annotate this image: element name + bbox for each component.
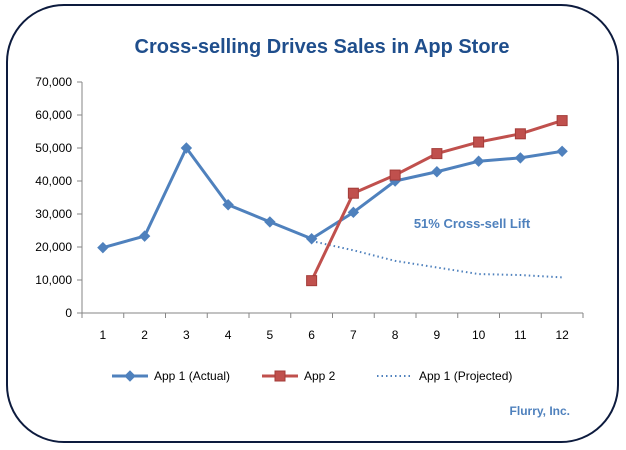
data-point (180, 142, 193, 154)
x-tick-label: 1 (100, 328, 107, 342)
x-tick-label: 10 (472, 328, 486, 342)
x-tick-label: 3 (183, 328, 190, 342)
x-tick-label: 8 (392, 328, 399, 342)
data-point (431, 148, 443, 160)
data-point (306, 275, 318, 287)
legend-label: App 1 (Projected) (419, 369, 512, 383)
data-point (514, 152, 527, 164)
y-tick-label: 30,000 (35, 207, 72, 221)
data-point (347, 187, 359, 199)
x-tick-label: 12 (555, 328, 569, 342)
data-point (473, 136, 485, 148)
x-tick-label: 4 (225, 328, 232, 342)
x-tick-label: 5 (267, 328, 274, 342)
data-point (389, 169, 401, 181)
plot-area: 0 10,000 20,000 30,000 40,000 50,000 60,000 70,… (35, 75, 584, 342)
y-tick-label: 10,000 (35, 273, 72, 287)
y-tick-label: 40,000 (35, 174, 72, 188)
y-tick-label: 50,000 (35, 141, 72, 155)
data-point (556, 145, 568, 158)
x-tick-label: 9 (434, 328, 441, 342)
legend: App 1 (Actual) App 2 App 1 (Projected) (112, 369, 512, 383)
data-point (556, 115, 568, 127)
data-point (222, 199, 234, 211)
cross-sell-lift-annotation: 51% Cross-sell Lift (414, 216, 531, 231)
y-tick-label: 0 (65, 306, 72, 320)
source-label: Flurry, Inc. (510, 404, 570, 418)
data-point (138, 230, 151, 242)
legend-label: App 2 (304, 369, 336, 383)
data-point (431, 166, 443, 178)
legend-marker (274, 370, 286, 382)
data-point (305, 233, 318, 245)
x-tick-label: 11 (514, 328, 527, 342)
y-tick-label: 60,000 (35, 108, 72, 122)
data-point (514, 128, 526, 140)
x-tick-label: 2 (141, 328, 148, 342)
series-line-app-2 (310, 119, 563, 282)
series-line-app-1-actual (102, 146, 563, 250)
chart-title: Cross-selling Drives Sales in App Store (135, 36, 510, 58)
series-line-app-1-projected (311, 240, 563, 279)
data-point (472, 155, 485, 167)
legend-label: App 1 (Actual) (154, 369, 230, 383)
y-tick-label: 20,000 (35, 240, 72, 254)
y-tick-label: 70,000 (35, 75, 72, 89)
chart-frame (6, 4, 619, 443)
data-point (97, 241, 109, 254)
x-tick-label: 7 (350, 328, 357, 342)
data-point (264, 216, 276, 228)
data-point (347, 206, 360, 219)
x-tick-label: 6 (308, 328, 315, 342)
legend-marker (124, 370, 136, 382)
